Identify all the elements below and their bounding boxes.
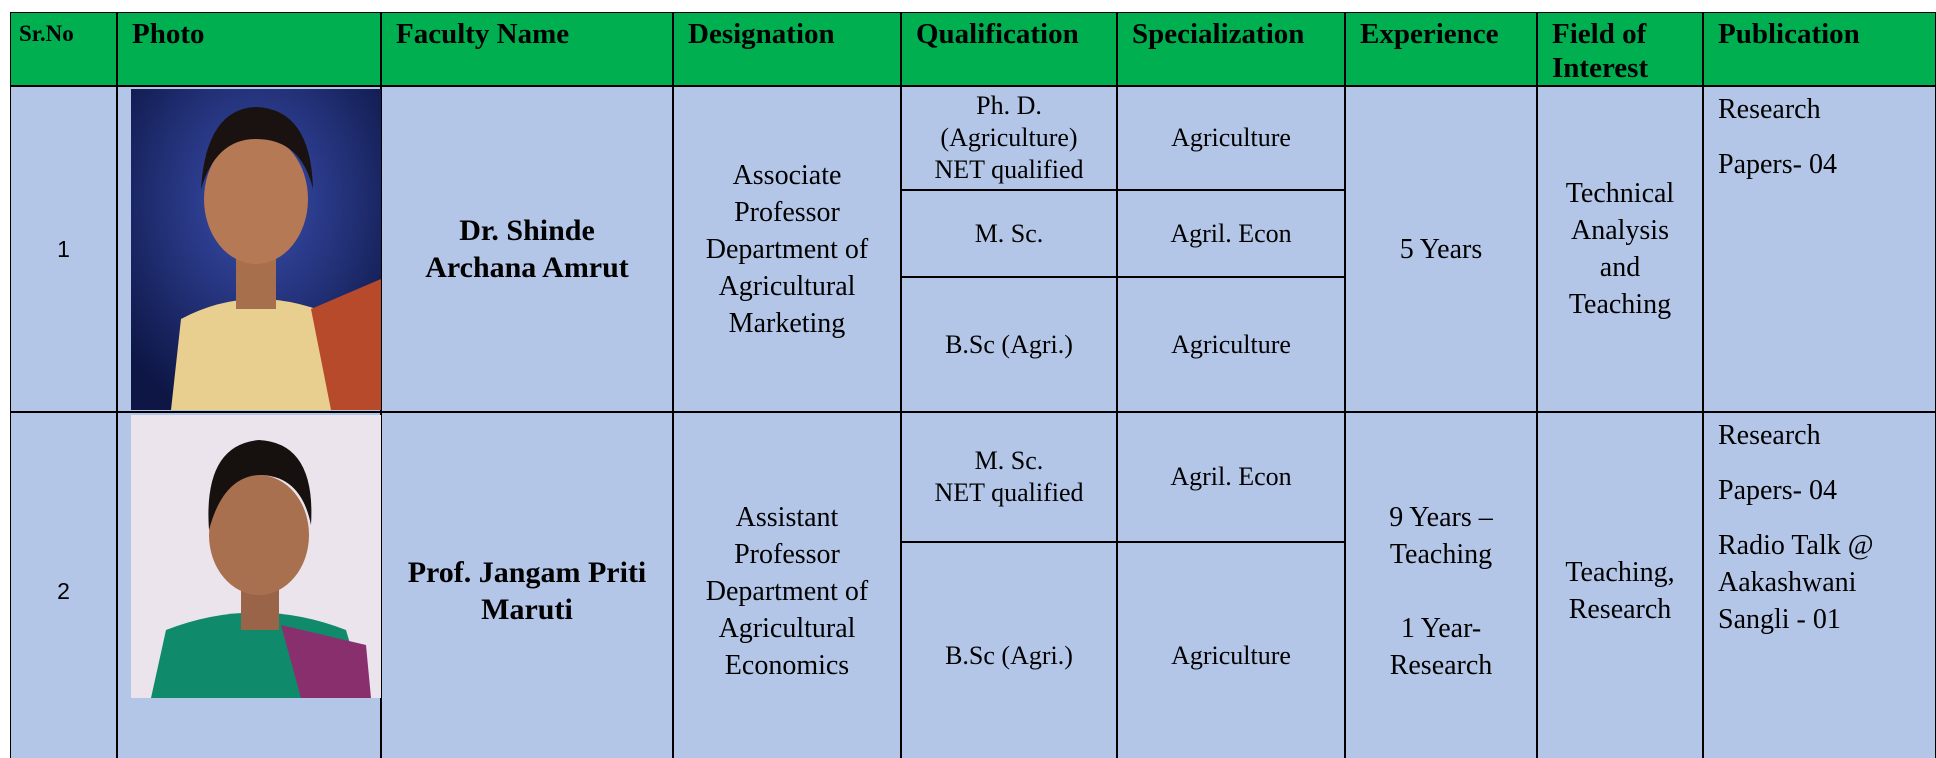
column-header: Publication (1703, 12, 1936, 86)
column-header: Faculty Name (381, 12, 673, 86)
publication-line: Research (1718, 420, 1821, 451)
column-header: Field of Interest (1537, 12, 1703, 86)
field-of-interest: Teaching, Research (1537, 412, 1703, 758)
publication: Research Papers- 04 (1703, 86, 1936, 412)
specialization: Agriculture (1117, 542, 1345, 758)
designation: Associate Professor Department of Agricu… (673, 86, 901, 412)
specialization: Agriculture (1117, 277, 1345, 412)
photo (131, 415, 381, 698)
photo (131, 89, 381, 410)
column-header: Qualification (901, 12, 1117, 86)
qualification: Ph. D. (Agriculture) NET qualified (901, 86, 1117, 190)
column-header: Specialization (1117, 12, 1345, 86)
qualification: B.Sc (Agri.) (901, 277, 1117, 412)
column-header: Sr.No (10, 12, 117, 86)
publication-line: Papers- 04 (1718, 475, 1837, 506)
publication: Research Papers- 04 Radio Talk @ Aakashwan… (1703, 412, 1936, 758)
specialization: Agril. Econ (1117, 412, 1345, 542)
column-header: Designation (673, 12, 901, 86)
designation: Assistant Professor Department of Agricu… (673, 412, 901, 758)
publication-line: Research (1718, 94, 1821, 125)
specialization: Agril. Econ (1117, 190, 1345, 277)
experience: 9 Years – Teaching 1 Year- Research (1345, 412, 1537, 758)
column-header: Experience (1345, 12, 1537, 86)
qualification: B.Sc (Agri.) (901, 542, 1117, 758)
publication-line: Radio Talk @ Aakashwani Sangli - 01 (1718, 530, 1874, 635)
sr-no: 1 (10, 86, 117, 412)
qualification: M. Sc. NET qualified (901, 412, 1117, 542)
faculty-name: Prof. Jangam Priti Maruti (381, 412, 673, 758)
publication-line: Papers- 04 (1718, 149, 1837, 180)
column-header: Photo (117, 12, 381, 86)
specialization: Agriculture (1117, 86, 1345, 190)
field-of-interest: Technical Analysis and Teaching (1537, 86, 1703, 412)
experience: 5 Years (1345, 86, 1537, 412)
sr-no: 2 (10, 412, 117, 758)
qualification: M. Sc. (901, 190, 1117, 277)
faculty-name: Dr. Shinde Archana Amrut (381, 86, 673, 412)
